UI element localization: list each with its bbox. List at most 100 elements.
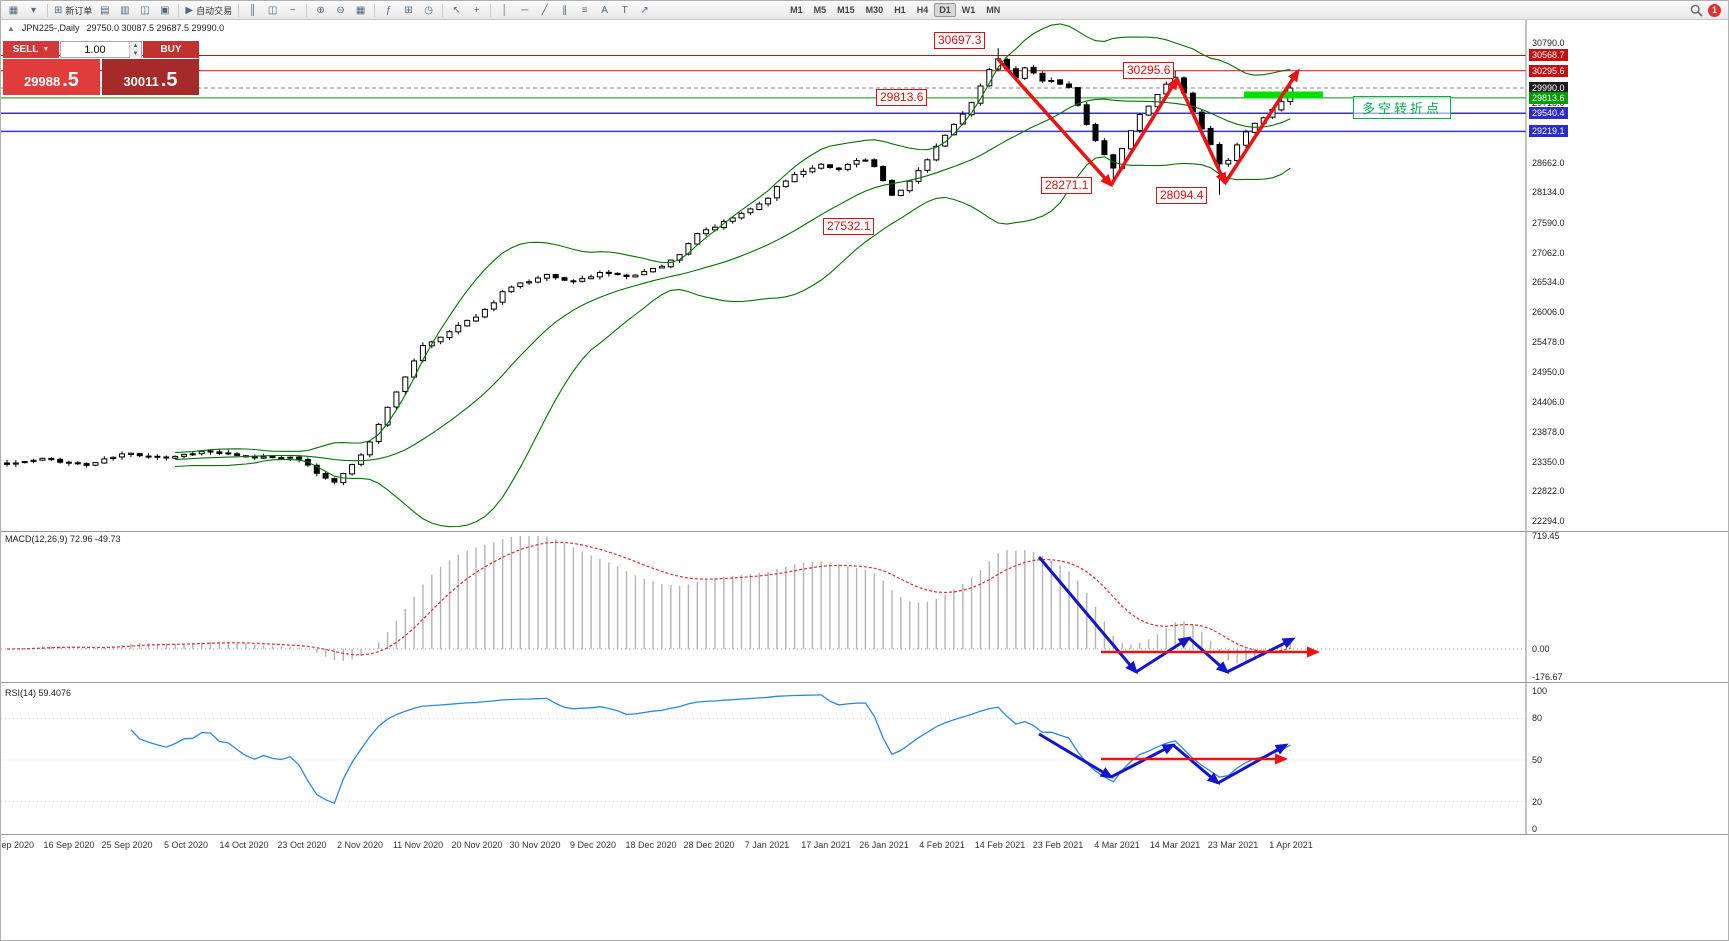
buy-button[interactable]: BUY	[143, 41, 199, 58]
period-selector-button[interactable]: ◷	[419, 3, 438, 18]
sell-options-caret-icon: ▼	[42, 46, 50, 53]
market-watch-icon: ▤	[100, 4, 110, 16]
zoom-out-button[interactable]: ⊖	[331, 3, 350, 18]
terminal-icon: ▣	[160, 4, 170, 16]
timeframe-m5-button[interactable]: M5	[813, 5, 827, 15]
period-selector-icon: ◷	[424, 4, 433, 16]
trend-arrow[interactable]	[1223, 68, 1300, 184]
pivot-price-annotation[interactable]: 28094.4	[1156, 187, 1208, 204]
new-order-button[interactable]: ⊞ 新订单	[52, 3, 94, 18]
sell-price-box[interactable]: 29988 .5	[3, 59, 100, 95]
panel-separator[interactable]	[1, 834, 1728, 835]
timeframe-h1-button[interactable]: H1	[894, 5, 906, 15]
market-watch-button[interactable]: ▤	[95, 3, 114, 18]
date-axis-label: 17 Jan 2021	[801, 840, 851, 850]
panel-separator[interactable]	[1, 682, 1728, 683]
fibonacci-tool-icon: ≡	[581, 4, 588, 16]
rsi-blue-arrow[interactable]	[1038, 732, 1114, 779]
vertical-line-tool-button[interactable]: │	[495, 3, 514, 18]
macd-signal-line	[6, 541, 1291, 656]
panel-separator[interactable]	[1, 531, 1728, 532]
volume-decrease-button[interactable]: ▼	[129, 50, 141, 58]
trendline-tool-button[interactable]: ╱	[535, 3, 554, 18]
pivot-price-annotation[interactable]: 29813.6	[876, 89, 928, 106]
channel-tool-button[interactable]: ∥	[555, 3, 574, 18]
toolbar-separator	[306, 3, 308, 17]
toolbar-separator	[238, 3, 240, 17]
date-axis-label: 11 Nov 2020	[392, 840, 444, 850]
timeframe-mn-button[interactable]: MN	[986, 5, 1001, 15]
pivot-price-annotation[interactable]: 28271.1	[1041, 177, 1093, 194]
tile-windows-button[interactable]: ▦	[351, 3, 370, 18]
macd-indicator-panel[interactable]	[1, 532, 1729, 682]
pivot-price-annotation[interactable]: 30295.6	[1123, 62, 1175, 79]
cursor-tool-button[interactable]: ↖	[447, 3, 466, 18]
date-axis-label: 18 Dec 2020	[625, 840, 677, 850]
toolbar-right: 1	[1690, 3, 1725, 17]
autotrade-button[interactable]: ▶ 自动交易	[183, 3, 234, 18]
pivot-price-annotation[interactable]: 27532.1	[823, 218, 875, 235]
rsi-label: RSI(14) 59.4076	[5, 688, 72, 698]
chart-profiles-icon: ▾	[30, 4, 37, 16]
terminal-button[interactable]: ▣	[155, 3, 174, 18]
arrow-tools-icon: ↗	[640, 4, 649, 16]
main-price-chart[interactable]	[1, 19, 1729, 531]
rsi-blue-arrow[interactable]	[1217, 743, 1289, 785]
sell-button[interactable]: SELL ▼	[3, 41, 59, 58]
macd-blue-arrow[interactable]	[1135, 636, 1192, 674]
arrow-tools-button[interactable]: ↗	[635, 3, 654, 18]
rsi-indicator-panel[interactable]	[1, 683, 1729, 834]
trend-arrow[interactable]	[996, 57, 1114, 188]
macd-blue-arrow[interactable]	[1037, 556, 1138, 675]
timeframe-m1-button[interactable]: M1	[790, 5, 803, 15]
horizontal-line-tool-button[interactable]: ─	[515, 3, 534, 18]
crosshair-tool-button[interactable]: +	[467, 3, 486, 18]
timeframe-m15-button[interactable]: M15	[837, 5, 855, 15]
date-axis-label: 1 Apr 2021	[1269, 840, 1313, 850]
rsi-line	[130, 694, 1291, 805]
volume-input[interactable]	[61, 42, 129, 57]
macd-blue-arrow[interactable]	[1187, 636, 1230, 675]
toolbar-separator	[490, 3, 492, 17]
sell-price-frac: .5	[62, 69, 79, 91]
date-axis-label: 28 Dec 2020	[683, 840, 735, 850]
candlestick-chart-button[interactable]: ◫	[263, 3, 282, 18]
search-icon[interactable]	[1690, 4, 1703, 17]
rsi-blue-arrow[interactable]	[1172, 743, 1221, 785]
fibonacci-tool-button[interactable]: ≡	[575, 3, 594, 18]
pivot-price-annotation[interactable]: 30697.3	[934, 32, 986, 49]
volume-increase-button[interactable]: ▲	[129, 42, 141, 50]
date-axis-label: 25 Sep 2020	[101, 840, 153, 850]
horizontal-line-tool-icon: ─	[521, 4, 529, 16]
navigator-button[interactable]: ◫	[135, 3, 154, 18]
autotrade-label: 自动交易	[196, 5, 233, 16]
toolbar-separator	[178, 3, 180, 17]
turning-point-annotation[interactable]: 多空转折点	[1353, 96, 1452, 119]
indicators-button[interactable]: ƒ	[379, 3, 398, 18]
line-chart-button[interactable]: ~	[283, 3, 302, 18]
new-chart-button[interactable]: ▦	[4, 3, 23, 18]
timeframe-m30-button[interactable]: M30	[865, 5, 884, 15]
trend-arrow[interactable]	[1175, 78, 1227, 186]
date-axis-label: 5 Oct 2020	[163, 840, 209, 850]
add-indicator-button[interactable]: ⊞	[399, 3, 418, 18]
label-tool-button[interactable]: T	[615, 3, 634, 18]
zoom-in-button[interactable]: ⊕	[311, 3, 330, 18]
chart-profiles-button[interactable]: ▾	[24, 3, 43, 18]
buy-price-box[interactable]: 30011 .5	[102, 59, 199, 95]
data-window-button[interactable]: ▥	[115, 3, 134, 18]
timeframe-d1-button[interactable]: D1	[934, 3, 956, 17]
autotrade-icon: ▶	[185, 4, 194, 16]
text-tool-button[interactable]: A	[595, 3, 614, 18]
notification-badge[interactable]: 1	[1708, 3, 1721, 17]
date-axis-label: 4 Mar 2021	[1094, 840, 1140, 850]
trend-arrow[interactable]	[1109, 76, 1179, 186]
bar-chart-button[interactable]: ║	[243, 3, 262, 18]
timeframe-w1-button[interactable]: W1	[961, 5, 976, 15]
date-axis-label: 26 Jan 2021	[859, 840, 909, 850]
rsi-blue-arrow[interactable]	[1110, 743, 1176, 779]
timeframe-h4-button[interactable]: H4	[916, 5, 929, 15]
macd-blue-arrow[interactable]	[1226, 637, 1296, 674]
date-axis-label: 14 Oct 2020	[219, 840, 269, 850]
